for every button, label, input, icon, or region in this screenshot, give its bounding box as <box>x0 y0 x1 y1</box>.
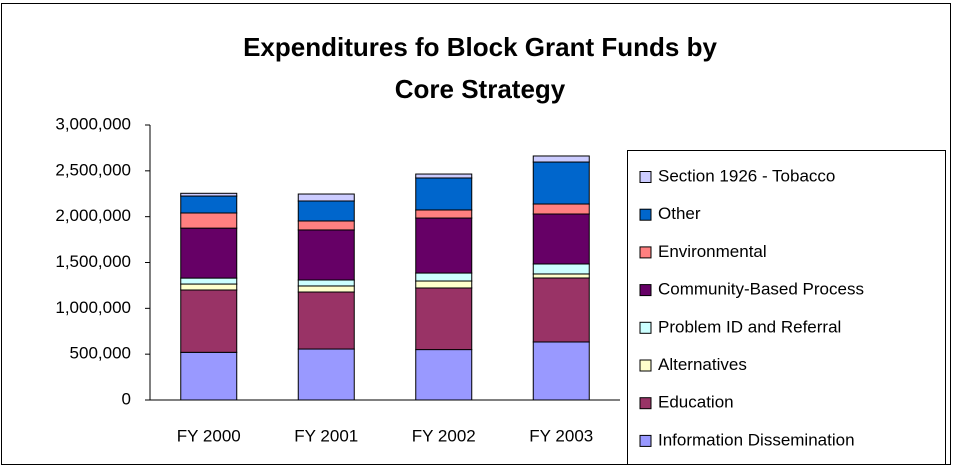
y-tick-label: 3,000,000 <box>55 114 131 133</box>
bar-segment <box>297 348 355 401</box>
legend-swatch <box>639 397 652 410</box>
bar-segment <box>415 287 473 351</box>
legend-box <box>627 150 946 465</box>
bar-segment <box>532 277 590 343</box>
legend-label: Section 1926 - Tobacco <box>658 166 835 185</box>
bar-segment <box>415 209 473 219</box>
bar-segment <box>180 212 238 229</box>
bar-segment <box>415 217 473 274</box>
bar-segment <box>180 289 238 353</box>
legend-swatch <box>639 321 652 334</box>
legend-swatch <box>639 171 652 183</box>
bar-segment <box>180 192 238 197</box>
legend-label: Alternatives <box>658 355 747 374</box>
legend-swatch <box>639 246 652 259</box>
bar-segment <box>297 291 355 350</box>
bar-segment <box>297 200 355 222</box>
bar-segment <box>415 177 473 211</box>
bar-segment <box>297 220 355 231</box>
legend-label: Community-Based Process <box>658 280 864 299</box>
legend-label: Information Dissemination <box>658 430 855 449</box>
legend-swatch <box>639 359 652 372</box>
legend-label: Other <box>658 204 701 223</box>
bar-segment <box>180 227 238 279</box>
chart-title: Expenditures fo Block Grant Funds by <box>243 32 717 62</box>
chart-title: Core Strategy <box>395 74 566 104</box>
bar-segment <box>297 279 355 287</box>
legend-swatch <box>639 208 652 221</box>
bar-segment <box>297 193 355 202</box>
bar-segment <box>532 273 590 279</box>
bar-segment <box>532 161 590 205</box>
bar-segment <box>180 283 238 291</box>
x-tick-label: FY 2003 <box>529 426 593 445</box>
bar-segment <box>532 213 590 265</box>
legend-label: Problem ID and Referral <box>658 317 841 336</box>
y-tick-label: 1,000,000 <box>55 298 131 317</box>
bar-segment <box>180 351 238 401</box>
bar-segment <box>415 173 473 179</box>
bar-segment <box>532 203 590 215</box>
y-tick-label: 1,500,000 <box>55 252 131 271</box>
bar-segment <box>180 277 238 285</box>
x-tick-label: FY 2002 <box>412 426 476 445</box>
bar-segment <box>532 341 590 401</box>
bar-segment <box>532 263 590 275</box>
legend-swatch <box>639 434 652 447</box>
bar-segment <box>297 229 355 281</box>
bar-segment <box>415 272 473 282</box>
bar-segment <box>415 280 473 289</box>
legend-swatch <box>639 284 652 297</box>
y-tick-label: 0 <box>122 389 131 408</box>
legend-label: Environmental <box>658 242 767 261</box>
y-tick-label: 2,000,000 <box>55 206 131 225</box>
y-tick-label: 2,500,000 <box>55 160 131 179</box>
bar-segment <box>180 195 238 214</box>
bar-segment <box>415 349 473 401</box>
bar-segment <box>297 285 355 293</box>
bar-segment <box>532 155 590 163</box>
x-tick-label: FY 2000 <box>177 426 241 445</box>
x-tick-label: FY 2001 <box>294 426 358 445</box>
legend-label: Education <box>658 393 734 412</box>
y-tick-label: 500,000 <box>70 344 131 363</box>
